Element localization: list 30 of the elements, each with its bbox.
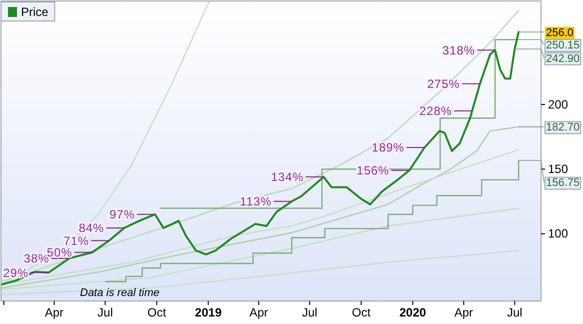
y-tick-label: 150 (548, 162, 568, 176)
annotation: 228% (419, 104, 452, 118)
legend-label: Price (21, 5, 49, 19)
annotation: 182.70 (546, 122, 580, 134)
x-tick-label: Jul (98, 306, 113, 320)
x-tick-label: Oct (147, 306, 167, 320)
x-tick-label: 2019 (194, 306, 222, 320)
annotation: 256.0 (546, 26, 574, 39)
annotation: Data is real time (80, 287, 160, 299)
x-tick-label: 2020 (399, 306, 426, 320)
annotation: 29% (3, 266, 29, 280)
y-tick-label: 200 (548, 97, 568, 112)
x-tick-label: Oct (352, 306, 372, 320)
annotation: 134% (270, 170, 304, 184)
x-tick-label: Apr (249, 306, 268, 320)
annotation: 189% (372, 140, 404, 155)
annotation: 113% (240, 194, 272, 209)
annotation: 71% (64, 234, 90, 248)
x-tick-label: Jul (302, 306, 318, 320)
x-tick-label: Jul (507, 306, 522, 320)
annotation: 275% (427, 76, 460, 91)
y-tick-label: 100 (548, 226, 568, 241)
annotation: 250.15 (546, 39, 580, 52)
annotation: 318% (442, 43, 476, 58)
annotation: 84% (78, 221, 104, 236)
annotation: 242.90 (546, 52, 580, 65)
x-tick-label: Apr (44, 306, 64, 320)
annotation: 97% (110, 208, 136, 222)
annotation: 156.75 (546, 177, 580, 190)
x-tick-label: Apr (454, 306, 474, 320)
